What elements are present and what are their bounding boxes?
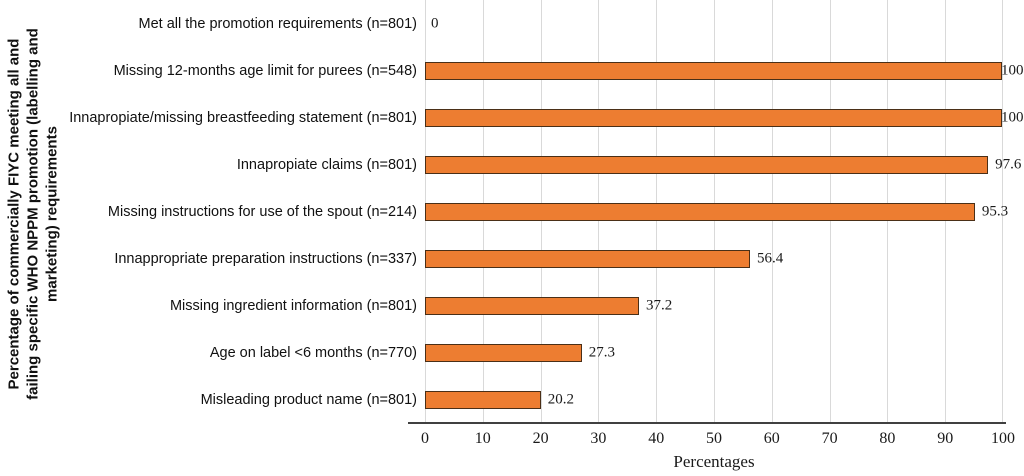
category-label: Innappropriate preparation instructions … [114, 250, 417, 267]
bar [425, 390, 541, 409]
value-label: 97.6 [995, 156, 1022, 172]
chart-row: Innapropiate claims (n=801) 97.6 [0, 141, 1024, 188]
bar-track: 95.3 [425, 188, 1008, 235]
category-label: Missing ingredient information (n=801) [169, 297, 417, 314]
bar-track: 27.3 [425, 329, 1003, 376]
x-tick-label: 20 [532, 430, 549, 447]
x-tick-label: 100 [991, 430, 1015, 447]
bar [425, 296, 640, 315]
x-tick-label: 50 [706, 430, 722, 447]
value-label: 56.4 [756, 250, 784, 266]
chart-row: Missing ingredient information (n=801) 37… [0, 282, 1024, 329]
bar [425, 343, 582, 362]
bar [425, 202, 975, 221]
bar [425, 249, 750, 268]
x-tick-label: 10 [474, 430, 491, 447]
value-label: 100 [1001, 62, 1024, 78]
value-label: 95.3 [981, 203, 1009, 219]
category-label: Missing instructions for use of the spou… [107, 203, 417, 220]
value-label: 20.2 [547, 391, 574, 407]
category-label: Missing 12-months age limit for purees (… [113, 62, 417, 79]
bar-track: 100 [425, 47, 1024, 94]
bar [425, 61, 1002, 80]
x-axis-title: Percentages [673, 452, 755, 471]
category-label: Met all the promotion requirements (n=80… [138, 15, 417, 32]
x-tick-label: 90 [937, 430, 954, 447]
chart-row: Missing instructions for use of the spou… [0, 188, 1024, 235]
bar-track: 97.6 [425, 141, 1021, 188]
gridline [1002, 0, 1003, 423]
category-label: Innapropiate claims (n=801) [236, 156, 417, 173]
chart-rows: Met all the promotion requirements (n=80… [0, 0, 1024, 423]
bar-track: 20.2 [425, 376, 1003, 423]
category-label: Misleading product name (n=801) [200, 391, 417, 408]
bar [425, 108, 1002, 127]
category-label: Innapropiate/missing breastfeeding state… [69, 109, 417, 126]
bar-track: 0 [425, 0, 1003, 47]
chart-row: Innapropiate/missing breastfeeding state… [0, 94, 1024, 141]
x-tick-label: 0 [421, 430, 429, 447]
chart-row: Met all the promotion requirements (n=80… [0, 0, 1024, 47]
bar-track: 37.2 [425, 282, 1003, 329]
chart-row: Age on label <6 months (n=770) 27.3 [0, 329, 1024, 376]
chart-row: Misleading product name (n=801) 20.2 [0, 376, 1024, 423]
value-label: 0 [431, 15, 439, 31]
value-label: 37.2 [646, 297, 673, 313]
x-tick-label: 40 [648, 430, 665, 447]
value-label: 100 [1001, 109, 1024, 125]
bar-track: 56.4 [425, 235, 1003, 282]
category-label: Age on label <6 months (n=770) [209, 344, 417, 361]
x-tick-label: 60 [763, 430, 780, 447]
x-axis-line [408, 422, 1006, 424]
x-tick-label: 70 [821, 430, 838, 447]
bar [425, 155, 989, 174]
x-tick-label: 80 [879, 430, 896, 447]
value-label: 27.3 [588, 344, 616, 360]
bar-track: 100 [425, 94, 1024, 141]
chart-row: Missing 12-months age limit for purees (… [0, 47, 1024, 94]
chart-row: Innappropriate preparation instructions … [0, 235, 1024, 282]
x-tick-label: 30 [590, 430, 607, 447]
